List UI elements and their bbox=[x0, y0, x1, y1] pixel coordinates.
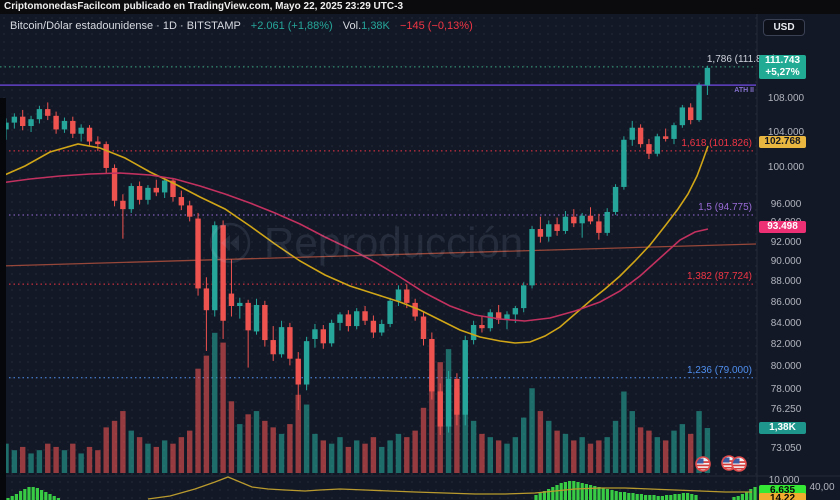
price-change-text: +2.061 (+1,88%) bbox=[250, 20, 333, 32]
fib-level-label: 1,618 (101.826) bbox=[681, 137, 752, 149]
price-axis-label: 76.250 bbox=[770, 404, 802, 416]
symbol-title[interactable]: Bitcoin/Dólar estadounidense · 1D · BITS… bbox=[10, 20, 241, 32]
us-flag-event-icon[interactable] bbox=[695, 456, 711, 472]
price-axis-label: 80.000 bbox=[770, 361, 802, 373]
fib-level-label: 1,382 (87.724) bbox=[686, 271, 752, 283]
indicator-badge-orange-text: 14,22 bbox=[769, 493, 796, 500]
price-badge-text: +5,27% bbox=[765, 67, 800, 78]
currency-toggle-button[interactable]: USD bbox=[763, 19, 805, 36]
trendline bbox=[0, 243, 757, 267]
ma-fast-badge-text: 102.768 bbox=[764, 136, 801, 147]
ma-slow-badge: 93.498 bbox=[759, 221, 806, 233]
ma-fast-badge: 102.768 bbox=[759, 136, 806, 148]
attribution-text: CriptomonedasFacilcom publicado en Tradi… bbox=[4, 1, 404, 12]
indicator-badge-orange: 14,22 bbox=[759, 493, 806, 500]
price-axis-label: 84.000 bbox=[770, 317, 802, 329]
ath-label: ATH II bbox=[734, 87, 754, 94]
left-edge-strip bbox=[0, 98, 6, 500]
pane-separators bbox=[0, 14, 840, 500]
price-axis-label: 78.000 bbox=[770, 384, 802, 396]
price-badge-text: 111.743 bbox=[764, 55, 801, 66]
price-axis-label: 100.000 bbox=[767, 162, 805, 174]
ma-slow-badge-text: 93.498 bbox=[767, 221, 798, 232]
price-axis-label: 82.000 bbox=[770, 339, 802, 351]
price-axis-label: 73.050 bbox=[770, 442, 802, 454]
indicator-axis-label: 40,00 bbox=[809, 482, 835, 493]
moving-averages bbox=[0, 143, 709, 344]
price-axis-label: 92.000 bbox=[770, 236, 802, 248]
price-axis-label: 88.000 bbox=[770, 276, 802, 288]
attribution-bar: CriptomonedasFacilcom publicado en Tradi… bbox=[0, 0, 840, 14]
indicator-axis-label: 10.000 bbox=[768, 475, 800, 486]
candlestick-series bbox=[3, 65, 711, 435]
indicator-pane bbox=[6, 476, 757, 500]
fib-level-label: 1,5 (94.775) bbox=[698, 202, 752, 214]
fib-level-lines bbox=[0, 66, 756, 379]
price-axis-label: 104.000 bbox=[767, 127, 805, 138]
volume-change-text: −145 (−0,13%) bbox=[399, 20, 473, 32]
volume-badge-text: 1,38K bbox=[769, 422, 796, 433]
fib-level-label: 1,786 (111.865) bbox=[706, 53, 776, 65]
symbol-legend[interactable]: Bitcoin/Dólar estadounidense · 1D · BITS… bbox=[10, 20, 473, 32]
price-axis-label: 90.000 bbox=[770, 256, 802, 268]
price-axis-label: 96.000 bbox=[770, 198, 802, 210]
indicator-badge-green-text: 6.635 bbox=[769, 485, 796, 496]
price-axis-label: 86.000 bbox=[770, 296, 802, 308]
volume-label: Vol. bbox=[342, 20, 362, 32]
volume-value: 1,38K bbox=[361, 20, 390, 32]
price-badge: 111.743 +5,27% bbox=[759, 55, 806, 79]
volume-series bbox=[3, 332, 711, 473]
us-flag-event-icon[interactable] bbox=[731, 456, 747, 472]
price-axis-label: 108.000 bbox=[767, 93, 805, 105]
fib-level-label: 1,236 (79.000) bbox=[686, 364, 752, 376]
volume-badge: 1,38K bbox=[759, 422, 806, 434]
